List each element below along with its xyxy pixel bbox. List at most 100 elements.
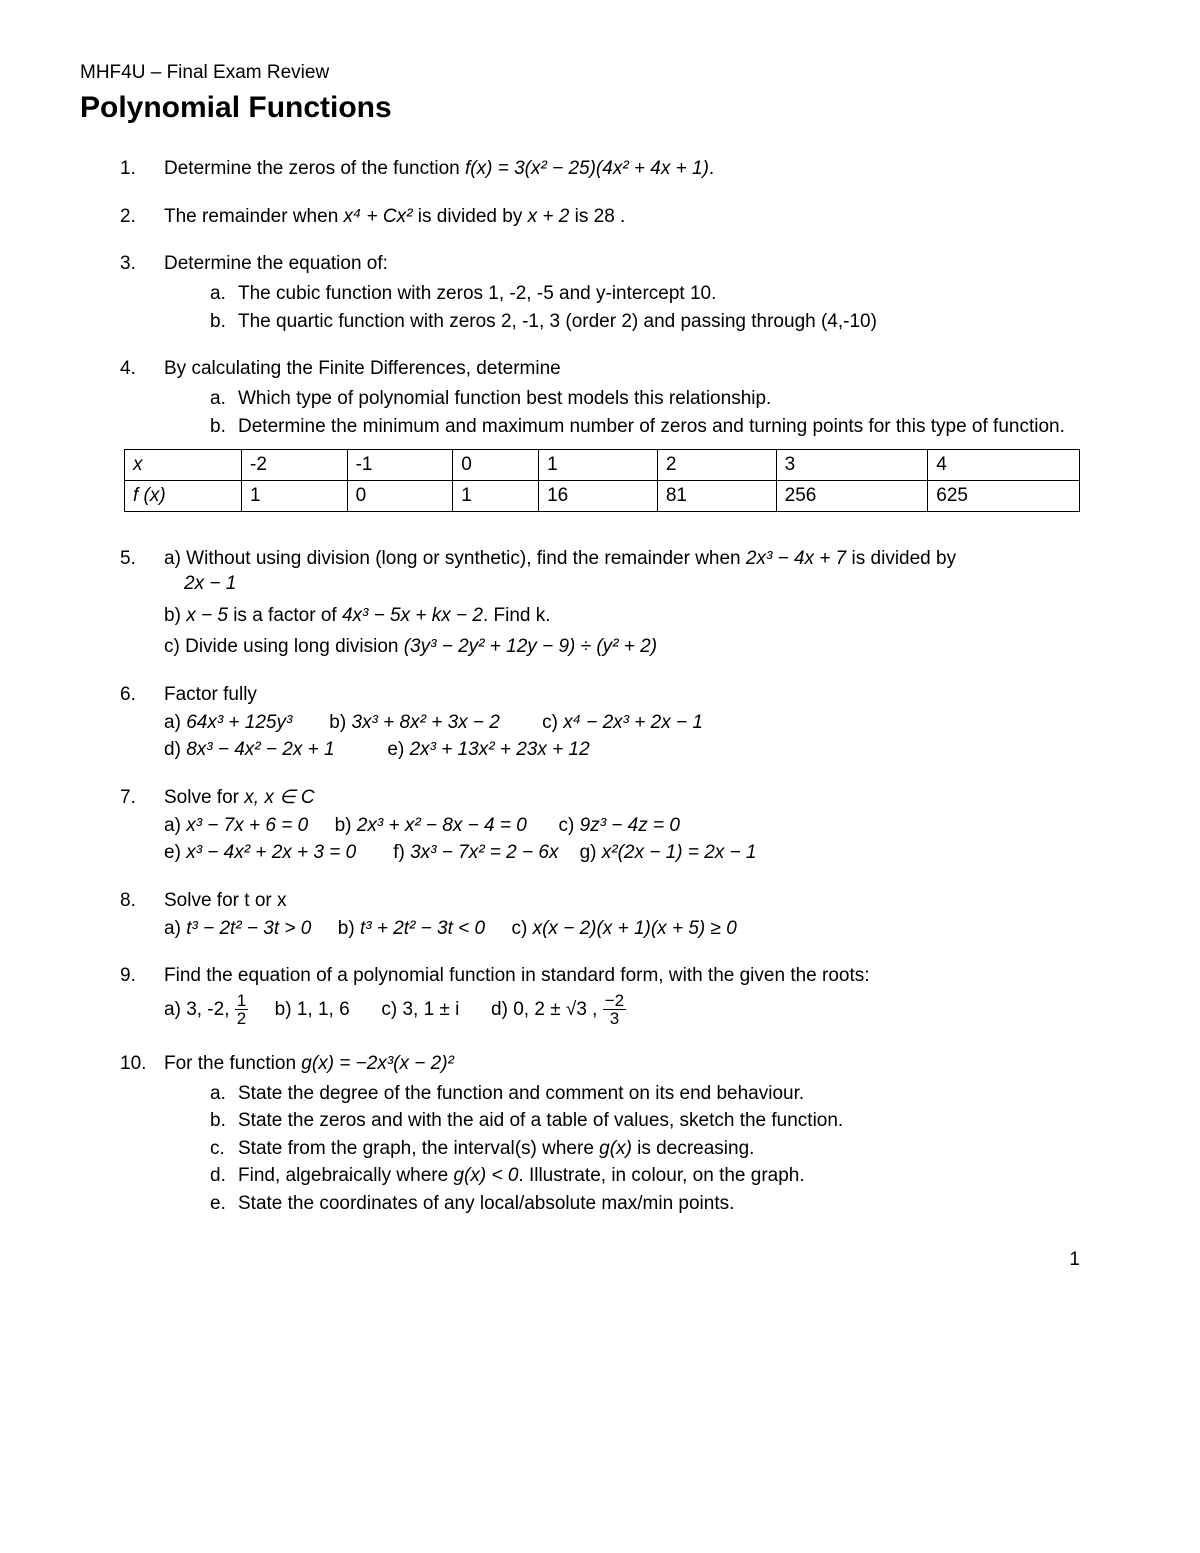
q4-row2-label: f (x) <box>125 480 242 511</box>
q10c: c.State from the graph, the interval(s) … <box>210 1136 1120 1162</box>
q3b-letter: b. <box>210 309 226 335</box>
q8-number: 8. <box>120 888 136 914</box>
q4-cell: 625 <box>928 480 1080 511</box>
q6-lead: Factor fully <box>164 684 257 705</box>
q4-cell: 4 <box>928 450 1080 481</box>
q4b-letter: b. <box>210 414 226 440</box>
q4-number: 4. <box>120 356 136 382</box>
q4a-letter: a. <box>210 386 226 412</box>
q5-number: 5. <box>120 546 136 572</box>
q4-cell: 3 <box>776 450 928 481</box>
question-7: 7. Solve for x, x ∈ C a) x³ − 7x + 6 = 0… <box>120 785 1120 866</box>
q3-number: 3. <box>120 251 136 277</box>
q1-text: Determine the zeros of the function <box>164 158 465 179</box>
q10-number: 10. <box>120 1051 146 1077</box>
q4b-text: Determine the minimum and maximum number… <box>238 416 1065 437</box>
q6a: a) 64x³ + 125y³ <box>164 712 292 733</box>
q4-cell: 1 <box>539 450 658 481</box>
q4-cell: 0 <box>347 480 453 511</box>
q10a: a.State the degree of the function and c… <box>210 1081 1120 1107</box>
q8b: b) t³ + 2t² − 3t < 0 <box>338 918 485 939</box>
q4-table: x -2 -1 0 1 2 3 4 f (x) 1 0 1 16 81 256 … <box>124 449 1080 511</box>
q9-lead: Find the equation of a polynomial functi… <box>164 965 870 986</box>
q6e: e) 2x³ + 13x² + 23x + 12 <box>387 739 589 760</box>
q6-row2: d) 8x³ − 4x² − 2x + 1 e) 2x³ + 13x² + 23… <box>164 737 1120 763</box>
q4-cell: 81 <box>657 480 776 511</box>
q10-lead: For the function g(x) = −2x³(x − 2)² <box>164 1053 454 1074</box>
q10d: d.Find, algebraically where g(x) < 0. Il… <box>210 1163 1120 1189</box>
q3a-letter: a. <box>210 281 226 307</box>
q1-period: . <box>709 158 714 179</box>
q5c: c) Divide using long division (3y³ − 2y²… <box>164 634 1120 660</box>
q3a-text: The cubic function with zeros 1, -2, -5 … <box>238 283 716 304</box>
q9d: d) 0, 2 ± √3 , −23 <box>491 999 626 1020</box>
q4-lead: By calculating the Finite Differences, d… <box>164 358 561 379</box>
q7-row2: e) x³ − 4x² + 2x + 3 = 0 f) 3x³ − 7x² = … <box>164 840 1120 866</box>
q4-cell: 2 <box>657 450 776 481</box>
q6c: c) x⁴ − 2x³ + 2x − 1 <box>542 712 703 733</box>
q2-expr2: x + 2 <box>528 206 570 227</box>
question-10: 10. For the function g(x) = −2x³(x − 2)²… <box>120 1051 1120 1217</box>
q2-number: 2. <box>120 204 136 230</box>
question-2: 2. The remainder when x⁴ + Cx² is divide… <box>120 204 1120 230</box>
page-number: 1 <box>80 1247 1120 1273</box>
q8-lead: Solve for t or x <box>164 890 287 911</box>
q7c: c) 9z³ − 4z = 0 <box>559 815 680 836</box>
question-3: 3. Determine the equation of: a. The cubi… <box>120 251 1120 334</box>
question-4: 4. By calculating the Finite Differences… <box>120 356 1120 511</box>
q2-text-a: The remainder when <box>164 206 344 227</box>
q9-number: 9. <box>120 963 136 989</box>
q4-cell: 256 <box>776 480 928 511</box>
q4-cell: 16 <box>539 480 658 511</box>
q6-number: 6. <box>120 682 136 708</box>
course-code: MHF4U – Final Exam Review <box>80 60 1120 86</box>
q7-lead: Solve for x, x ∈ C <box>164 787 315 808</box>
q4-cell: 0 <box>453 450 539 481</box>
q7g: g) x²(2x − 1) = 2x − 1 <box>580 842 757 863</box>
page-title: Polynomial Functions <box>80 88 1120 129</box>
q7f: f) 3x³ − 7x² = 2 − 6x <box>393 842 558 863</box>
q9c: c) 3, 1 ± i <box>381 999 459 1020</box>
q3a: a. The cubic function with zeros 1, -2, -… <box>210 281 1120 307</box>
question-8: 8. Solve for t or x a) t³ − 2t² − 3t > 0… <box>120 888 1120 941</box>
q9b: b) 1, 1, 6 <box>275 999 350 1020</box>
q10b: b.State the zeros and with the aid of a … <box>210 1108 1120 1134</box>
q4a: a. Which type of polynomial function best… <box>210 386 1120 412</box>
q5b: b) x − 5 is a factor of 4x³ − 5x + kx − … <box>164 603 1120 629</box>
q4-cell: -1 <box>347 450 453 481</box>
q4-cell: -2 <box>242 450 348 481</box>
q6d: d) 8x³ − 4x² − 2x + 1 <box>164 739 335 760</box>
q9a: a) 3, -2, 12 <box>164 999 248 1020</box>
q2-expr1: x⁴ + Cx² <box>344 206 413 227</box>
q1-number: 1. <box>120 156 136 182</box>
q2-text-c: is 28 . <box>569 206 625 227</box>
q7-row1: a) x³ − 7x + 6 = 0 b) 2x³ + x² − 8x − 4 … <box>164 813 1120 839</box>
q3b-text: The quartic function with zeros 2, -1, 3… <box>238 311 877 332</box>
q8c: c) x(x − 2)(x + 1)(x + 5) ≥ 0 <box>512 918 737 939</box>
q2-text-b: is divided by <box>412 206 527 227</box>
q7e: e) x³ − 4x² + 2x + 3 = 0 <box>164 842 356 863</box>
q4b: b. Determine the minimum and maximum numb… <box>210 414 1120 440</box>
q4a-text: Which type of polynomial function best m… <box>238 388 771 409</box>
q8-row: a) t³ − 2t² − 3t > 0 b) t³ + 2t² − 3t < … <box>164 916 1120 942</box>
question-9: 9. Find the equation of a polynomial fun… <box>120 963 1120 1029</box>
question-5: 5. a) Without using division (long or sy… <box>120 546 1120 661</box>
q4-row1-label: x <box>125 450 242 481</box>
q4-cell: 1 <box>453 480 539 511</box>
q4-cell: 1 <box>242 480 348 511</box>
q1-expr: f(x) = 3(x² − 25)(4x² + 4x + 1) <box>465 158 709 179</box>
table-row: x -2 -1 0 1 2 3 4 <box>125 450 1080 481</box>
q5a: a) Without using division (long or synth… <box>164 546 1120 597</box>
q10e: e.State the coordinates of any local/abs… <box>210 1191 1120 1217</box>
table-row: f (x) 1 0 1 16 81 256 625 <box>125 480 1080 511</box>
q7a: a) x³ − 7x + 6 = 0 <box>164 815 308 836</box>
q3-lead: Determine the equation of: <box>164 253 388 274</box>
q9-row: a) 3, -2, 12 b) 1, 1, 6 c) 3, 1 ± i d) 0… <box>164 991 1120 1029</box>
q8a: a) t³ − 2t² − 3t > 0 <box>164 918 311 939</box>
question-6: 6. Factor fully a) 64x³ + 125y³ b) 3x³ +… <box>120 682 1120 763</box>
q7-number: 7. <box>120 785 136 811</box>
q3b: b. The quartic function with zeros 2, -1,… <box>210 309 1120 335</box>
q7b: b) 2x³ + x² − 8x − 4 = 0 <box>335 815 527 836</box>
q6-row1: a) 64x³ + 125y³ b) 3x³ + 8x² + 3x − 2 c)… <box>164 710 1120 736</box>
q6b: b) 3x³ + 8x² + 3x − 2 <box>329 712 500 733</box>
